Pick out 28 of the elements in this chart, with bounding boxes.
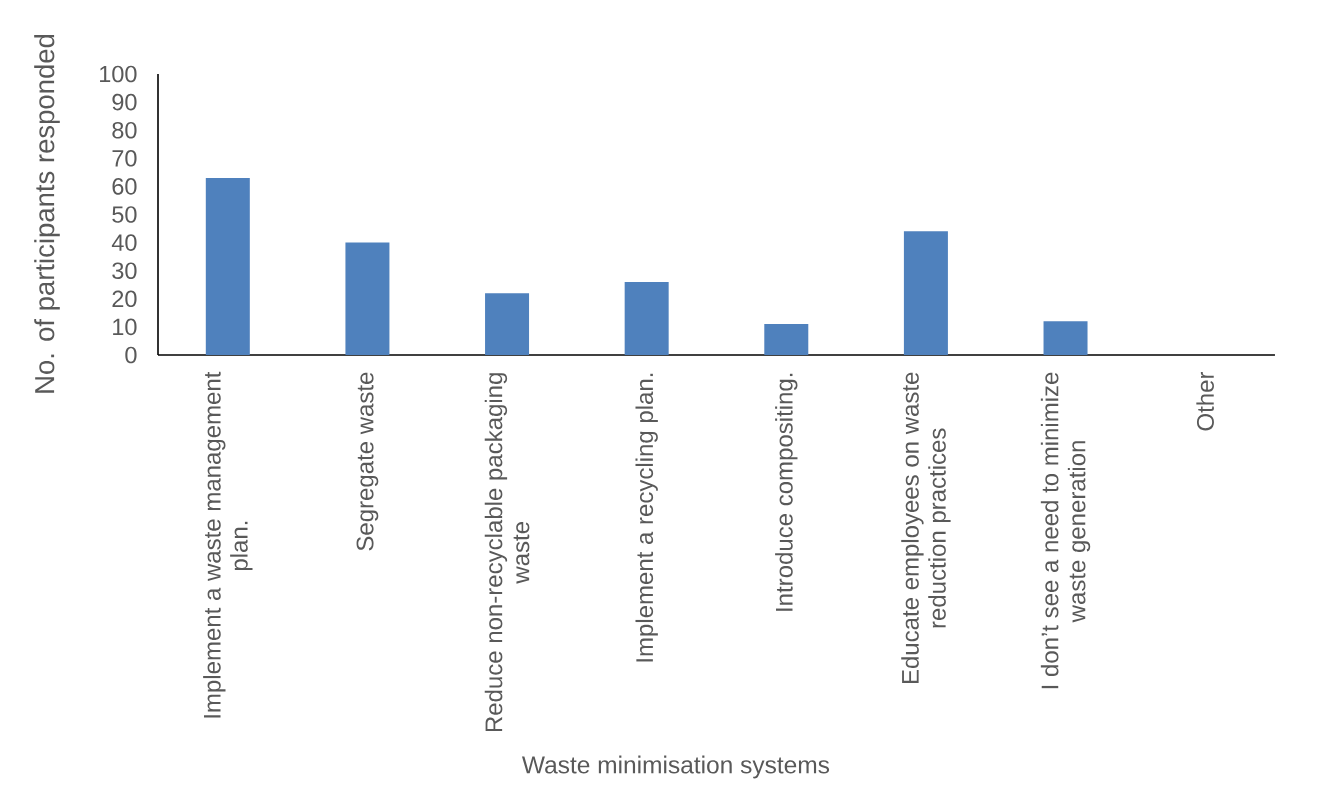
- y-tick-label: 30: [112, 262, 137, 280]
- bar: [903, 231, 948, 355]
- x-tick-label: Introduce compositing.: [775, 373, 798, 611]
- bar: [205, 177, 250, 355]
- y-tick-label: 20: [112, 290, 137, 308]
- y-tick-label: 50: [112, 206, 137, 223]
- y-axis-title: No. of participants responded: [34, 34, 60, 393]
- y-tick-label: 10: [113, 318, 137, 336]
- x-tick-label: I don’t see a need to minimize waste generation: [1040, 372, 1091, 689]
- x-tick-label: Implement a recycling plan.: [635, 373, 658, 662]
- bar: [764, 324, 809, 355]
- bar: [1043, 321, 1088, 355]
- bar: [345, 242, 390, 355]
- y-tick-label: 80: [112, 121, 137, 139]
- y-tick-label: 100: [100, 65, 137, 83]
- x-tick-label: Implement a waste management plan.: [203, 371, 253, 718]
- y-tick-label: 60: [112, 178, 137, 195]
- x-tick-label: Educate employees on waste reduction practices: [901, 372, 951, 684]
- bar: [485, 293, 530, 355]
- y-tick-label: 0: [125, 346, 137, 364]
- y-tick-label: 70: [112, 149, 137, 167]
- x-tick-label: Segregate waste: [356, 372, 379, 551]
- y-tick-label: 90: [112, 93, 137, 111]
- x-tick-label: Other: [1196, 371, 1214, 431]
- x-axis-title: Waste minimisation systems: [521, 755, 830, 779]
- x-tick-label: Reduce non-recyclable packaging waste: [484, 373, 530, 732]
- y-tick-label: 40: [111, 234, 137, 251]
- bar: [624, 281, 669, 355]
